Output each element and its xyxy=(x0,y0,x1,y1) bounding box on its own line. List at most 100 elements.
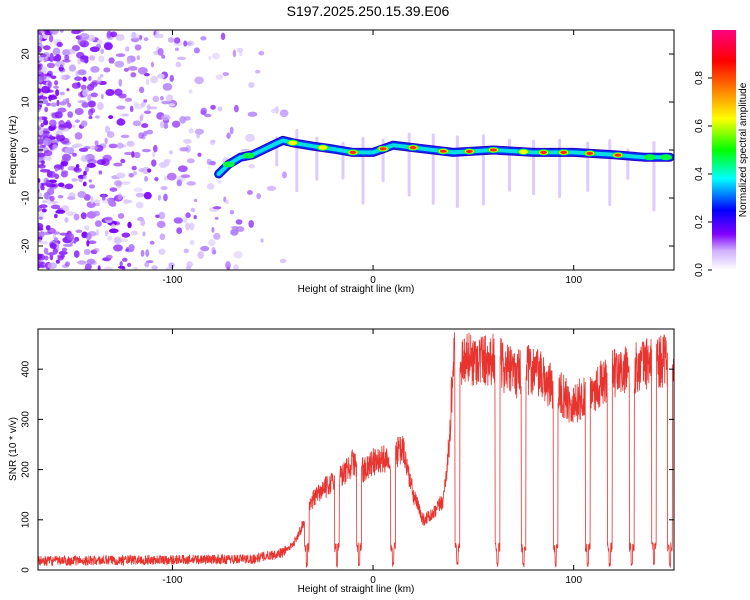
spectrogram-noise-blob xyxy=(138,86,145,94)
spectrogram-noise-blob xyxy=(94,220,102,228)
spectrogram-noise-blob xyxy=(100,48,105,55)
spectrogram-noise-blob xyxy=(166,172,177,181)
spectrogram-noise-blob xyxy=(38,177,41,184)
spectrogram-noise-blob xyxy=(108,143,118,149)
snr-series-line xyxy=(38,332,674,569)
spectrogram-noise-blob xyxy=(84,225,90,231)
spectrogram-noise-blob xyxy=(38,240,49,245)
spectrogram-noise-blob xyxy=(104,230,109,237)
spectrogram-noise-blob xyxy=(110,223,116,230)
spectrogram-noise-blob xyxy=(95,229,100,237)
spectrogram-noise-blob xyxy=(260,238,264,243)
spectrogram-noise-blob xyxy=(38,227,44,231)
spectrogram-noise-blob xyxy=(124,199,133,204)
spectrogram-noise-blob xyxy=(229,209,235,215)
spectrogram-noise-blob xyxy=(59,232,68,236)
spectrogram-noise-blob xyxy=(97,102,104,111)
spectrogram-noise-blob xyxy=(108,228,119,234)
spectrogram-noise-blob xyxy=(94,115,101,119)
spectrogram-noise-blob xyxy=(190,207,196,213)
spectrogram-noise-blob xyxy=(122,257,128,262)
colorbar-tick-label: 0.4 xyxy=(694,167,705,181)
spectrogram-noise xyxy=(38,30,289,270)
spectrogram-noise-blob xyxy=(127,65,138,71)
spectrogram-x-ticks: -100 0 100 xyxy=(162,30,582,286)
spectrogram-noise-blob xyxy=(72,152,77,157)
spectrogram-noise-blob xyxy=(115,53,126,58)
spectrogram-noise-blob xyxy=(59,137,70,145)
spectrogram-noise-blob xyxy=(71,30,81,35)
spectrogram-noise-blob xyxy=(141,148,152,153)
spectrogram-noise-blob xyxy=(107,198,115,207)
spectrogram-noise-blob xyxy=(135,201,144,209)
spectrogram-noise-blob xyxy=(186,41,192,46)
spectrogram-noise-blob xyxy=(96,39,103,45)
spectrogram-noise-blob xyxy=(90,92,98,98)
spectrogram-noise-blob xyxy=(180,174,191,179)
spectrogram-noise-blob xyxy=(67,196,76,201)
spectrogram-noise-blob xyxy=(61,247,68,253)
spectrogram-noise-blob xyxy=(89,55,96,61)
spectrogram-noise-blob xyxy=(240,148,251,152)
spectrogram-noise-blob xyxy=(179,116,187,124)
snr-x-label: Height of straight line (km) xyxy=(298,584,415,595)
spectrogram-noise-blob xyxy=(226,132,231,139)
spectrogram-noise-blob xyxy=(183,248,189,254)
snr-x-tick-label: -100 xyxy=(162,575,182,586)
spectrogram-noise-blob xyxy=(142,166,151,175)
spectrogram-noise-blob xyxy=(213,232,221,240)
spectrogram-noise-blob xyxy=(102,154,112,162)
spectrogram-streak xyxy=(652,140,656,212)
spectrogram-noise-blob xyxy=(144,261,150,268)
spectrogram-noise-blob xyxy=(88,179,93,183)
spectrogram-noise-blob xyxy=(73,213,80,221)
spectrogram-noise-blob xyxy=(43,119,49,126)
snr-y-tick-label: 100 xyxy=(21,511,32,528)
spectrogram-noise-blob xyxy=(151,159,157,167)
spectrogram-noise-blob xyxy=(130,33,140,39)
spectrogram-noise-blob xyxy=(94,140,99,146)
spectrogram-noise-blob xyxy=(186,261,193,268)
spectrogram-noise-blob xyxy=(197,152,202,157)
spectrogram-noise-blob xyxy=(155,214,160,218)
spectrogram-noise-blob xyxy=(108,115,114,120)
spectrogram-noise-blob xyxy=(68,64,77,72)
spectrogram-noise-blob xyxy=(113,180,122,187)
spectrogram-noise-blob xyxy=(133,187,143,193)
spectrogram-y-tick-label: 10 xyxy=(21,96,32,108)
spectrogram-noise-blob xyxy=(132,171,138,176)
spectrogram-noise-blob xyxy=(138,132,144,139)
snr-plot-area xyxy=(38,329,674,570)
spectrogram-noise-blob xyxy=(159,120,165,129)
spectrogram-noise-blob xyxy=(47,187,55,196)
spectrogram-noise-blob xyxy=(105,254,113,260)
spectrogram-noise-blob xyxy=(247,111,258,117)
spectrogram-noise-blob xyxy=(173,217,183,224)
spectrogram-noise-blob xyxy=(38,64,42,72)
spectrogram-noise-blob xyxy=(106,30,112,39)
spectrogram-noise-blob xyxy=(130,72,137,78)
spectrogram-noise-blob xyxy=(103,42,113,51)
spectrogram-noise-blob xyxy=(71,178,78,182)
spectrogram-noise-blob xyxy=(145,249,150,257)
spectrogram-noise-blob xyxy=(89,145,98,150)
snr-x-tick-label: 100 xyxy=(565,575,582,586)
spectrogram-noise-blob xyxy=(258,50,265,56)
spectrogram-noise-blob xyxy=(81,102,90,108)
spectrogram-noise-blob xyxy=(123,67,129,72)
spectrogram-hotspot-peak xyxy=(465,149,473,154)
spectrogram-noise-blob xyxy=(176,227,183,234)
spectrogram-noise-blob xyxy=(82,88,90,94)
spectrogram-noise-blob xyxy=(73,240,77,244)
spectrogram-noise-blob xyxy=(52,47,61,56)
colorbar-tick-label: 0.8 xyxy=(694,71,705,85)
spectrogram-noise-blob xyxy=(236,226,245,233)
spectrogram-noise-blob xyxy=(270,108,278,114)
spectrogram-noise-blob xyxy=(83,248,91,255)
spectrogram-noise-blob xyxy=(113,236,122,245)
spectrogram-noise-blob xyxy=(217,106,223,112)
spectrogram-noise-blob xyxy=(90,66,100,73)
spectrogram-hotspot xyxy=(242,152,255,159)
spectrogram-noise-blob xyxy=(108,57,115,64)
